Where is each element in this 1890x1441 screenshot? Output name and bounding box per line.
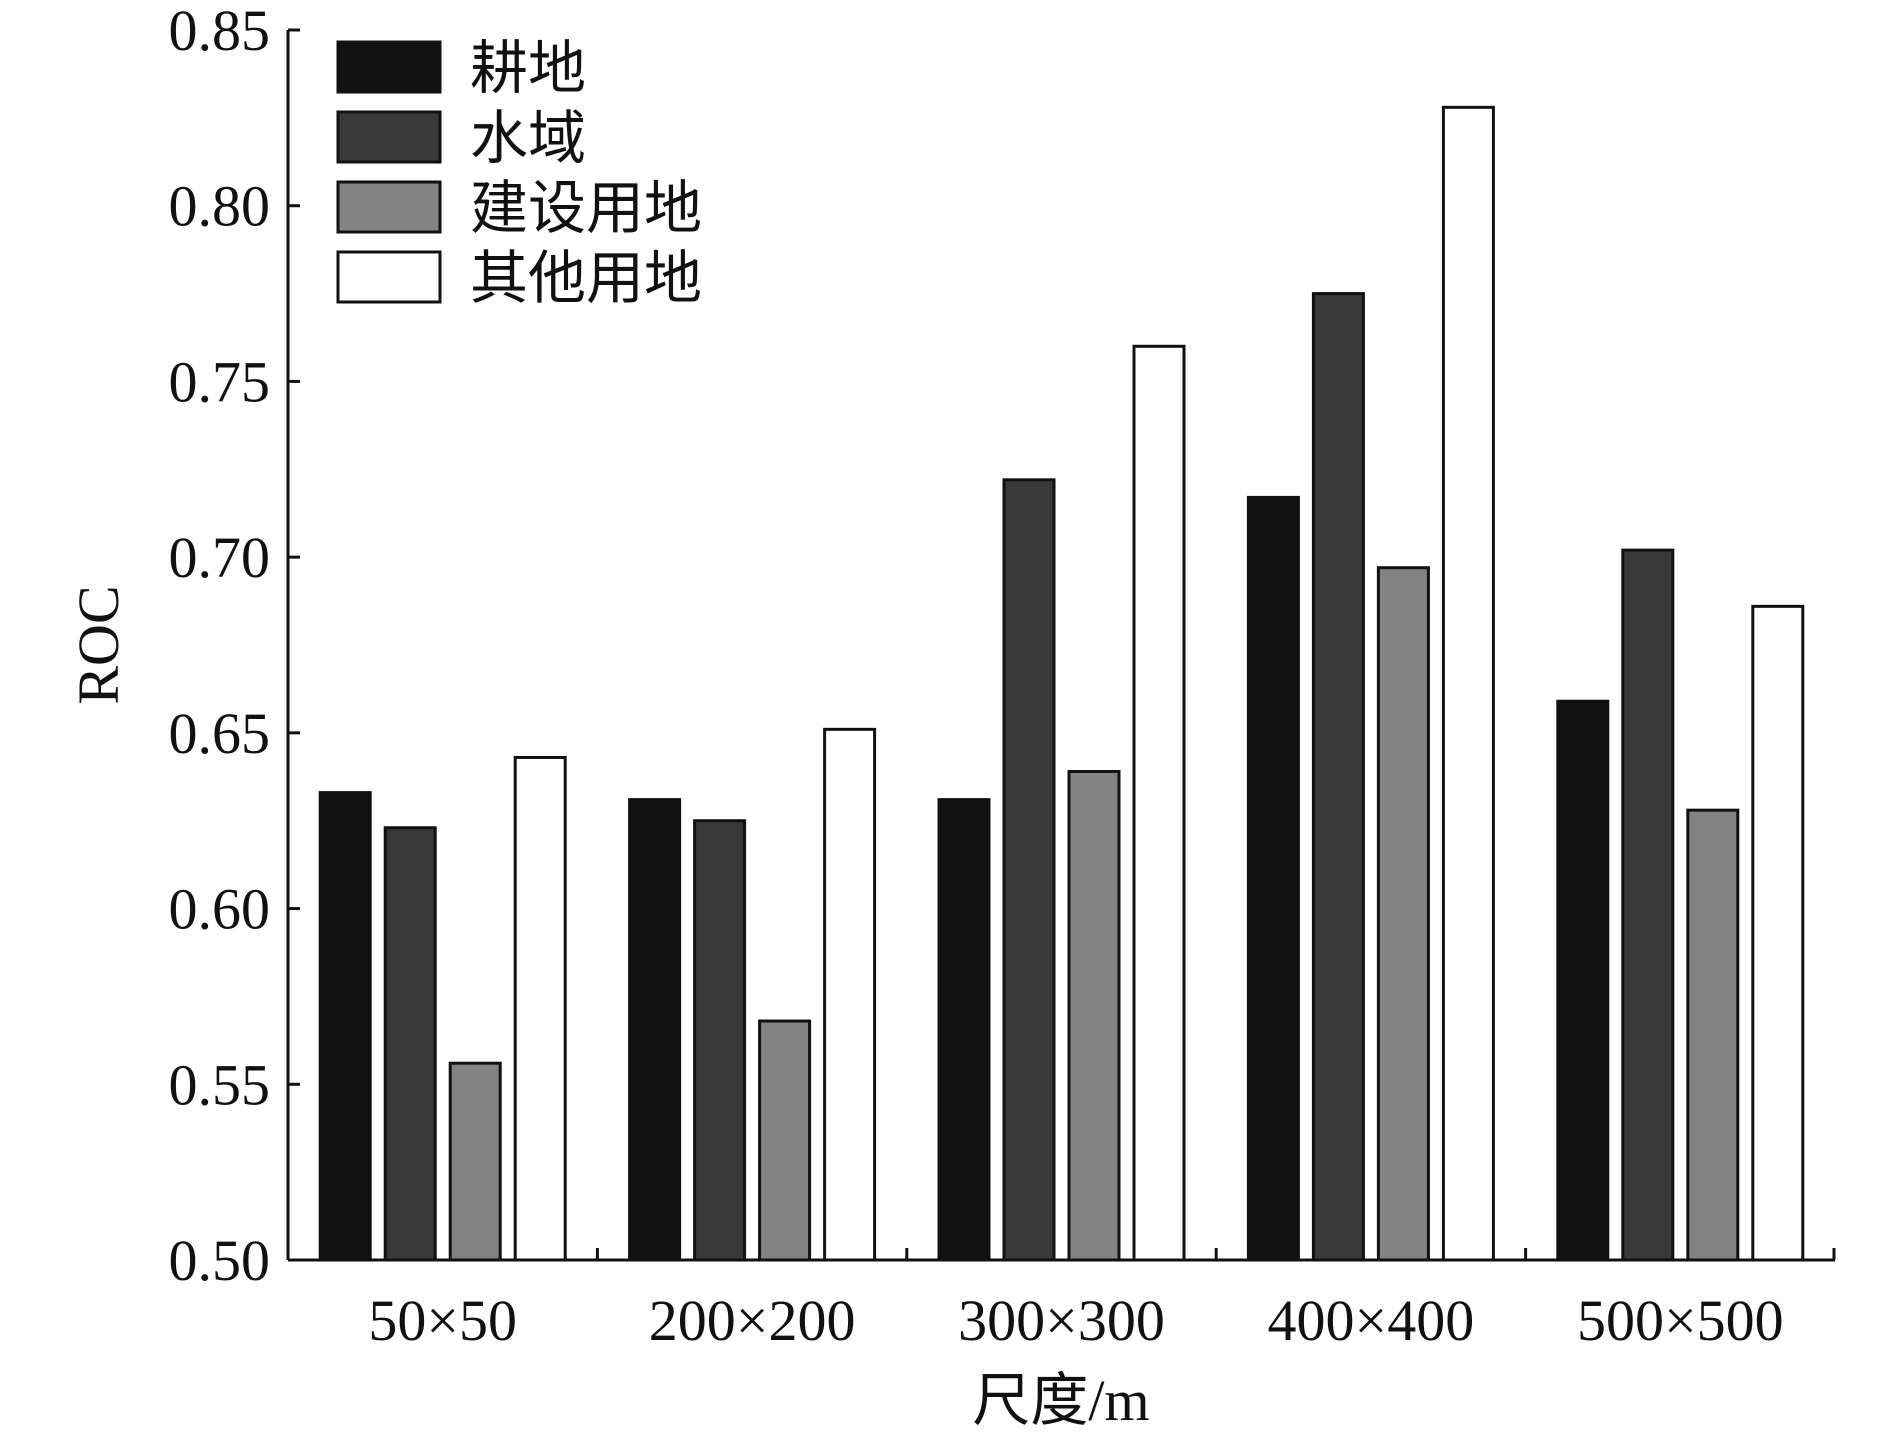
legend-label: 耕地 — [470, 36, 586, 101]
y-ticks: 0.50 0.55 0.60 0.65 0.70 0.75 0.80 0.85 — [169, 0, 300, 1293]
bar — [1556, 699, 1610, 1262]
bar — [1132, 344, 1186, 1262]
y-tick-label: 0.75 — [169, 349, 271, 414]
x-tick-label: 400×400 — [1268, 1288, 1475, 1353]
bar — [448, 1061, 502, 1262]
bar — [1686, 808, 1740, 1262]
bar — [1002, 478, 1056, 1262]
bar — [1246, 495, 1300, 1262]
bar — [628, 798, 682, 1262]
bars-layer — [318, 105, 1805, 1262]
x-tick-label: 500×500 — [1577, 1288, 1784, 1353]
legend-label: 水域 — [470, 106, 586, 171]
y-tick-label: 0.65 — [169, 701, 271, 766]
x-tick-label: 300×300 — [958, 1288, 1165, 1353]
bar — [1311, 292, 1365, 1262]
x-tick-label: 50×50 — [368, 1288, 517, 1353]
legend-swatch — [336, 180, 442, 234]
y-tick-label: 0.80 — [169, 174, 271, 239]
legend-label: 建设用地 — [470, 176, 702, 241]
y-axis-title: ROC — [66, 585, 131, 704]
y-tick-label: 0.70 — [169, 525, 271, 590]
y-tick-label: 0.60 — [169, 877, 271, 942]
y-tick-label: 0.85 — [169, 0, 271, 63]
bar — [937, 798, 991, 1262]
bar — [693, 819, 747, 1262]
bar — [513, 755, 567, 1262]
x-ticks: 50×50 200×200 300×300 400×400 500×500 — [368, 1248, 1836, 1353]
bar — [318, 791, 372, 1262]
legend-swatch — [336, 110, 442, 164]
legend-swatch — [336, 250, 442, 304]
bar — [1067, 770, 1121, 1262]
bar — [1376, 566, 1430, 1262]
bar — [383, 826, 437, 1262]
y-tick-label: 0.55 — [169, 1052, 271, 1117]
bar — [1751, 604, 1805, 1262]
bar — [758, 1019, 812, 1262]
bar — [1441, 105, 1495, 1262]
y-tick-label: 0.50 — [169, 1228, 271, 1293]
x-tick-label: 200×200 — [649, 1288, 856, 1353]
bar — [823, 727, 877, 1262]
legend-label: 其他用地 — [470, 246, 702, 311]
legend-swatch — [336, 40, 442, 94]
bar — [1621, 548, 1675, 1262]
x-axis-title: 尺度/m — [972, 1368, 1149, 1433]
axes-layer — [286, 30, 1835, 1262]
